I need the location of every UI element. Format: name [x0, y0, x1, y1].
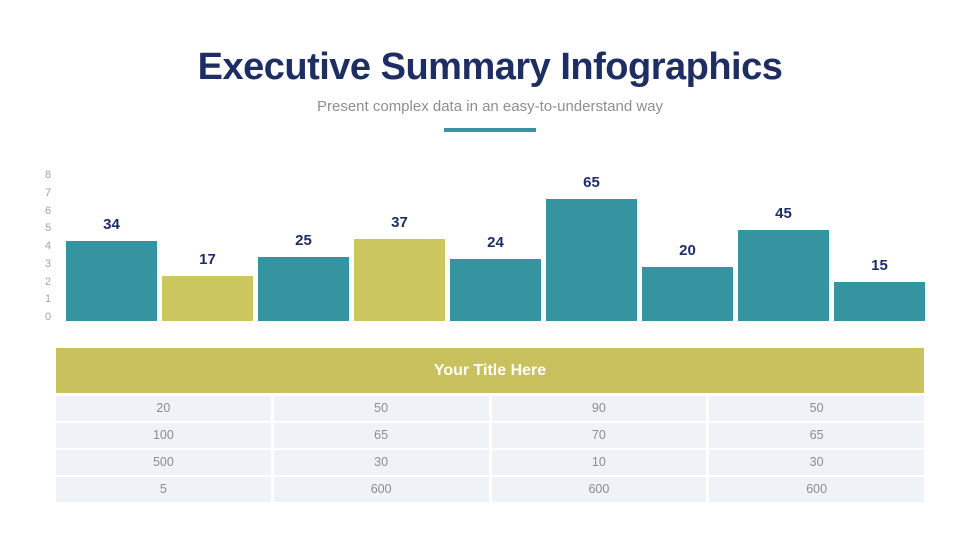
bar-value-label: 45 — [775, 205, 792, 222]
bar-value-label: 34 — [103, 216, 120, 233]
bar-value-label: 37 — [391, 214, 408, 231]
bar-slot: 25 — [258, 165, 349, 321]
table-cell: 500 — [56, 450, 271, 475]
bar-slot: 17 — [162, 165, 253, 321]
bar-value-label: 20 — [679, 242, 696, 259]
table-cell: 30 — [273, 450, 489, 475]
table-cell: 50 — [273, 396, 489, 421]
table-cell: 20 — [56, 396, 271, 421]
table-row: 500 30 10 30 — [56, 450, 924, 475]
bar-value-label: 17 — [199, 251, 216, 268]
page-subtitle: Present complex data in an easy-to-under… — [316, 98, 664, 115]
bar — [834, 282, 925, 321]
table-cell: 600 — [273, 477, 489, 502]
bar-slot: 34 — [66, 165, 157, 321]
table-cell: 30 — [709, 450, 924, 475]
y-axis-tick: 3 — [44, 257, 52, 270]
y-axis-tick: 5 — [44, 222, 52, 235]
data-table: Your Title Here 20 50 90 50 100 65 70 65 500 30 10… — [56, 348, 924, 504]
table-cell: 600 — [709, 477, 924, 502]
bar — [66, 241, 157, 321]
bar — [546, 199, 637, 321]
table-cell: 90 — [491, 396, 707, 421]
y-axis-tick: 8 — [44, 169, 52, 181]
table-row: 5 600 600 600 — [56, 477, 924, 502]
y-axis-tick: 6 — [44, 204, 52, 217]
table-cell: 65 — [273, 423, 489, 448]
bar-value-label: 65 — [583, 174, 600, 191]
bar — [354, 239, 445, 321]
bar — [450, 259, 541, 321]
y-axis-tick: 2 — [44, 275, 52, 288]
bar-value-label: 15 — [871, 257, 888, 274]
table-cell: 10 — [491, 450, 707, 475]
bar-chart: 34 17 25 37 24 65 20 45 15 — [66, 165, 926, 321]
table-row: 100 65 70 65 — [56, 423, 924, 448]
table-cell: 50 — [709, 396, 924, 421]
bar — [642, 267, 733, 321]
table-cell: 70 — [491, 423, 707, 448]
table-body: 20 50 90 50 100 65 70 65 500 30 10 30 5 600 600 600 — [56, 396, 924, 502]
bar-slot: 65 — [546, 165, 637, 321]
bar-value-label: 25 — [295, 232, 312, 249]
y-axis-tick: 7 — [44, 186, 52, 199]
bar-slot: 15 — [834, 165, 925, 321]
y-axis-tick: 1 — [44, 293, 52, 306]
bar — [162, 276, 253, 321]
y-axis-tick: 4 — [44, 240, 52, 252]
bar — [258, 257, 349, 321]
page-title: Executive Summary Infographics — [197, 46, 783, 88]
y-axis-tick: 0 — [44, 311, 52, 323]
table-cell: 600 — [491, 477, 707, 502]
bar-slot: 20 — [642, 165, 733, 321]
bar-chart-y-axis: 8 7 6 5 4 3 2 1 0 — [38, 169, 58, 324]
table-cell: 5 — [56, 477, 271, 502]
bar-slot: 37 — [354, 165, 445, 321]
bar — [738, 230, 829, 321]
bar-slot: 45 — [738, 165, 829, 321]
accent-divider — [444, 128, 536, 132]
table-row: 20 50 90 50 — [56, 396, 924, 421]
bar-value-label: 24 — [487, 234, 504, 251]
table-cell: 65 — [709, 423, 924, 448]
table-title: Your Title Here — [56, 348, 924, 393]
table-cell: 100 — [56, 423, 271, 448]
bar-slot: 24 — [450, 165, 541, 321]
